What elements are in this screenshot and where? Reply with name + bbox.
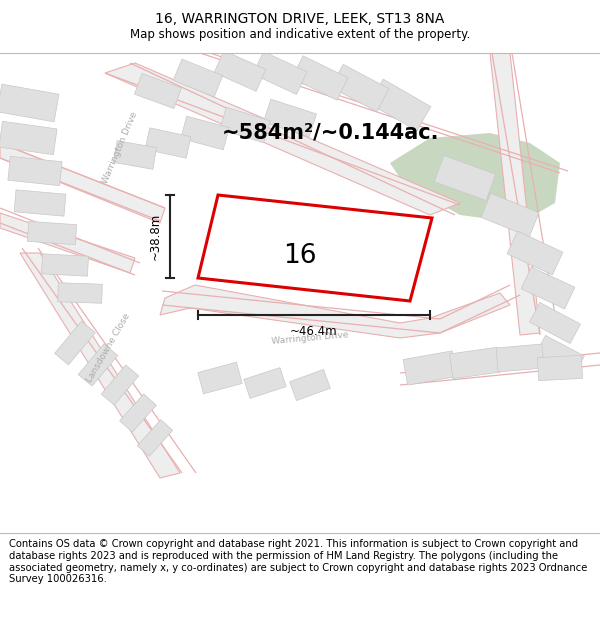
Polygon shape [0,84,59,122]
Text: ~584m²/~0.144ac.: ~584m²/~0.144ac. [221,123,439,143]
Polygon shape [14,190,66,216]
Polygon shape [403,351,457,385]
Polygon shape [496,344,544,372]
Text: ~38.8m: ~38.8m [149,213,162,260]
Polygon shape [244,368,286,398]
Polygon shape [490,53,540,335]
Text: Map shows position and indicative extent of the property.: Map shows position and indicative extent… [130,28,470,41]
Polygon shape [507,231,563,275]
Polygon shape [290,369,331,401]
Polygon shape [390,133,560,223]
Polygon shape [331,64,389,112]
Text: 16: 16 [283,243,316,269]
Polygon shape [160,285,510,338]
Polygon shape [173,59,223,97]
Polygon shape [8,156,62,186]
Polygon shape [20,253,180,478]
Polygon shape [263,99,317,137]
Polygon shape [530,302,580,344]
Polygon shape [28,221,77,244]
Text: ~46.4m: ~46.4m [290,325,338,338]
Polygon shape [538,356,583,381]
Polygon shape [113,141,157,169]
Text: Lansdowne Close: Lansdowne Close [85,312,131,384]
Polygon shape [369,79,431,131]
Polygon shape [214,51,266,91]
Polygon shape [198,195,432,301]
Polygon shape [198,362,242,394]
Polygon shape [181,116,229,150]
Polygon shape [449,348,500,379]
Polygon shape [145,128,191,158]
Polygon shape [78,344,118,386]
Text: 16, WARRINGTON DRIVE, LEEK, ST13 8NA: 16, WARRINGTON DRIVE, LEEK, ST13 8NA [155,12,445,26]
Polygon shape [105,63,460,215]
Polygon shape [292,56,348,100]
Polygon shape [536,336,584,374]
Text: Warrington Drive: Warrington Drive [101,111,139,186]
Polygon shape [481,193,539,237]
Polygon shape [137,419,173,456]
Polygon shape [41,254,88,276]
Polygon shape [434,156,496,201]
Text: Contains OS data © Crown copyright and database right 2021. This information is : Contains OS data © Crown copyright and d… [9,539,587,584]
Polygon shape [521,267,575,309]
Polygon shape [134,74,181,109]
Polygon shape [58,282,103,303]
Polygon shape [0,213,135,273]
Polygon shape [101,365,139,405]
Polygon shape [0,143,165,223]
Polygon shape [0,121,57,155]
Polygon shape [55,321,95,365]
Text: Warrington Drive: Warrington Drive [271,330,349,346]
Polygon shape [253,51,307,94]
Polygon shape [119,394,157,432]
Polygon shape [220,107,271,142]
